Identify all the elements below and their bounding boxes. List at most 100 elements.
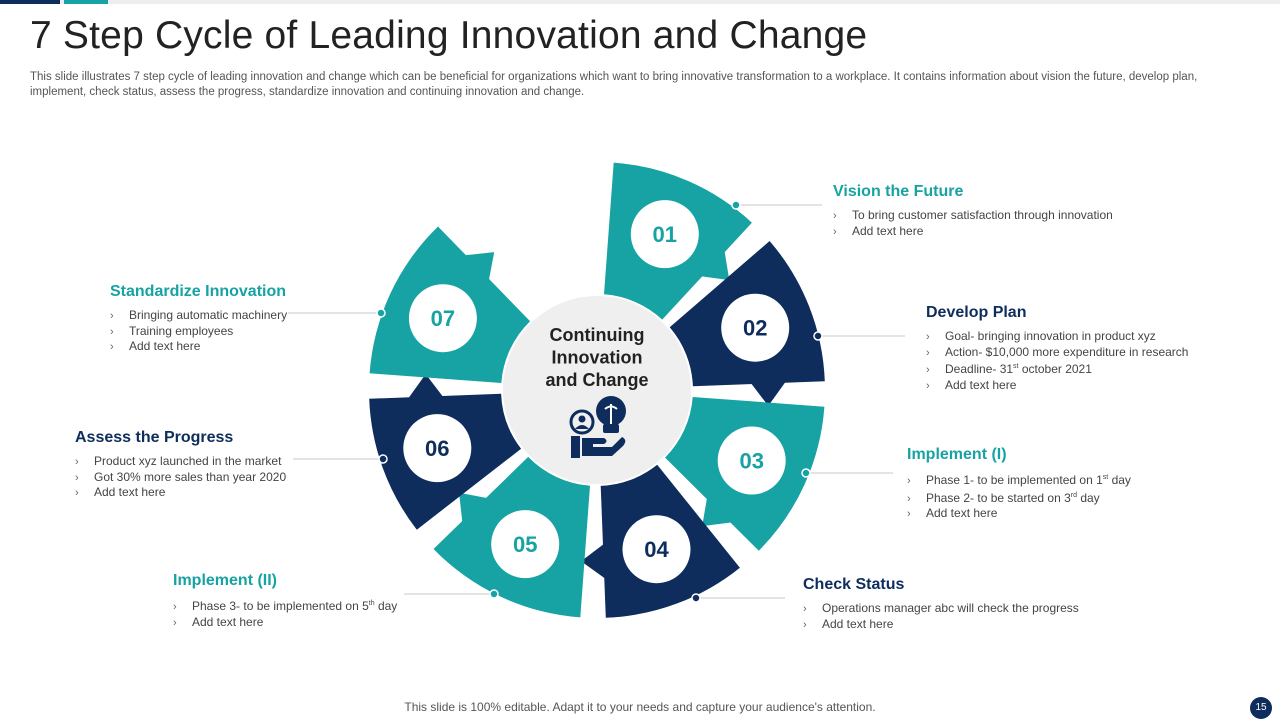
step-block-02: Develop Plan › Goal- bringing innovation i… [926, 304, 1188, 393]
connector-dot [376, 308, 386, 318]
connector-dot [813, 331, 823, 341]
bullet-item: › Add text here [110, 339, 201, 353]
step-number: 01 [653, 222, 677, 247]
step-bullets: › Bringing automatic machinery › Training e… [110, 308, 287, 355]
step-block-01: Vision the Future › To bring customer sati… [833, 183, 1113, 239]
bullet-item: › Add text here [833, 223, 924, 238]
cycle-step-01: 01 [604, 162, 752, 320]
chevron-right-icon: › [173, 616, 177, 629]
center-label: Continuing [550, 325, 645, 345]
chevron-right-icon: › [926, 364, 930, 376]
cycle-step-06: 06 [369, 374, 522, 530]
bullet-item: › Add text here [173, 614, 264, 629]
step-heading: Assess the Progress [75, 429, 234, 446]
step-heading: Standardize Innovation [110, 283, 287, 300]
step-number: 05 [513, 532, 537, 557]
chevron-right-icon: › [75, 456, 79, 468]
cycle-arrow-tip [702, 494, 737, 527]
innovation-lightbulb-hand-icon [569, 396, 626, 458]
step-heading: Implement (I) [907, 446, 1007, 463]
bullet-item: › Training employees [110, 323, 234, 338]
bullet-item: › Add text here [803, 616, 894, 631]
slide-title: 7 Step Cycle of Leading Innovation and C… [30, 14, 868, 57]
chevron-right-icon: › [110, 341, 114, 353]
step-number-badge [721, 293, 790, 362]
chevron-right-icon: › [110, 310, 114, 322]
step-block-06: Assess the Progress › Product xyz launched… [75, 429, 286, 501]
chevron-right-icon: › [907, 492, 911, 505]
step-heading: Vision the Future [833, 183, 964, 200]
bullet-item: › Goal- bringing innovation in product xy… [926, 329, 1156, 343]
step-heading: Develop Plan [926, 304, 1027, 321]
step-bullets: › To bring customer satisfaction through … [833, 208, 1113, 239]
chevron-right-icon: › [926, 379, 930, 392]
chevron-right-icon: › [926, 331, 930, 343]
step-number-badge [408, 284, 477, 353]
step-number-badge [717, 426, 786, 495]
step-number-badge [622, 515, 691, 584]
step-bullets: › Phase 3- to be implemented on 5th day › A… [173, 597, 397, 630]
footer-note: This slide is 100% editable. Adapt it to… [404, 700, 876, 714]
top-accent-track [0, 0, 1280, 4]
bullet-item: › Add text here [75, 485, 166, 499]
step-number: 07 [431, 306, 455, 331]
cycle-arrow-tip [748, 377, 789, 406]
top-accent-navy [0, 0, 60, 4]
cycle-step-03: 03 [665, 397, 825, 551]
connector-dot [691, 593, 701, 603]
step-bullets: › Goal- bringing innovation in product xy… [926, 329, 1188, 393]
step-bullets: › Product xyz launched in the market › Got … [75, 454, 286, 501]
cycle-arrow-tip [697, 245, 730, 281]
bullet-item: › Action- $10,000 more expenditure in res… [926, 344, 1189, 359]
chevron-right-icon: › [833, 225, 837, 238]
cycle-arrow-tip [405, 374, 446, 403]
bullet-item: › Phase 3- to be implemented on 5th day [173, 599, 398, 613]
step-block-04: Check Status › Operations manager abc will… [803, 576, 1079, 632]
connector-dot [489, 589, 499, 599]
top-accent-teal [64, 0, 108, 4]
step-number-badge [630, 200, 699, 269]
cycle-step-05: 05 [433, 456, 590, 618]
step-heading: Check Status [803, 576, 905, 593]
bullet-item: › Add text here [907, 506, 998, 520]
chevron-right-icon: › [803, 618, 807, 631]
cycle-step-04: 04 [581, 464, 740, 618]
step-bullets: › Operations manager abc will check the p… [803, 601, 1079, 632]
step-heading: Implement (II) [173, 572, 278, 589]
bullet-item: › Phase 1- to be implemented on 1st day [907, 473, 1131, 487]
chevron-right-icon: › [833, 210, 837, 222]
cycle-step-02: 02 [669, 241, 825, 406]
chevron-right-icon: › [75, 487, 79, 499]
bullet-item: › Operations manager abc will check the p… [803, 601, 1079, 615]
chevron-right-icon: › [173, 601, 177, 613]
step-block-05: Implement (II) › Phase 3- to be implemente… [173, 572, 397, 630]
step-number-badge [491, 510, 560, 579]
chevron-right-icon: › [926, 346, 930, 359]
bullet-item: › Got 30% more sales than year 2020 [75, 469, 287, 484]
chevron-right-icon: › [75, 471, 79, 484]
center-circle [503, 296, 691, 484]
step-number: 06 [425, 436, 449, 461]
center-label: and Change [545, 370, 648, 390]
step-block-03: Implement (I) › Phase 1- to be implemented… [907, 446, 1131, 522]
step-number-badge [403, 414, 472, 483]
chevron-right-icon: › [907, 508, 911, 520]
connector-dot [801, 468, 811, 478]
connector-dot [378, 454, 388, 464]
center-label: Innovation [552, 348, 643, 368]
step-block-07: Standardize Innovation › Bringing automati… [110, 283, 287, 355]
connector-dot [731, 200, 741, 210]
cycle-step-07: 07 [369, 226, 531, 383]
step-number: 03 [739, 449, 763, 474]
cycle-arrow-tip [459, 492, 491, 528]
bullet-item: › Phase 2- to be started on 3rd day [907, 490, 1100, 505]
slide-subtitle: This slide illustrates 7 step cycle of l… [30, 71, 1198, 98]
bullet-item: › Bringing automatic machinery [110, 308, 288, 322]
page-number: 15 [1250, 697, 1272, 719]
cycle-arrow-tip [459, 252, 495, 284]
chevron-right-icon: › [907, 475, 911, 487]
bullet-item: › Add text here [926, 377, 1017, 392]
chevron-right-icon: › [110, 325, 114, 338]
bullet-item: › To bring customer satisfaction through … [833, 208, 1113, 222]
